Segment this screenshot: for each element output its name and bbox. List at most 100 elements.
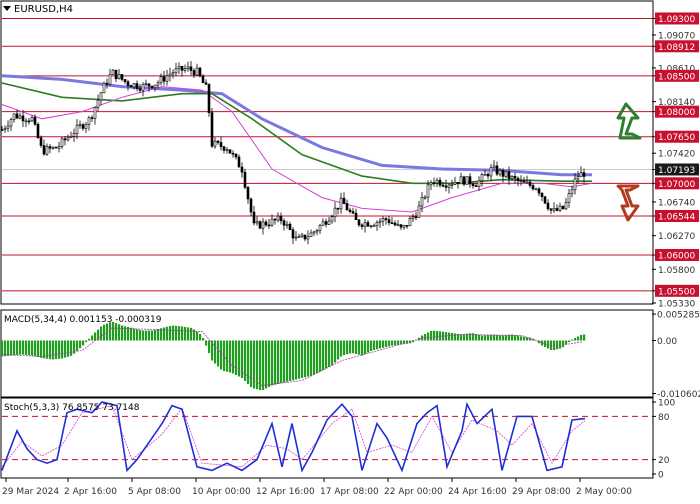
- candle-body: [480, 174, 484, 182]
- candle-body: [33, 117, 37, 125]
- price-tick-label: 1.09070: [658, 31, 695, 41]
- candle-body: [558, 205, 562, 211]
- macd-bar: [559, 340, 562, 349]
- macd-bar: [472, 333, 475, 341]
- level-price-badge: [655, 248, 699, 261]
- macd-bar: [208, 340, 211, 353]
- macd-bar: [484, 335, 487, 341]
- candle-body: [114, 69, 118, 79]
- macd-bar: [529, 337, 532, 341]
- macd-bar: [526, 337, 529, 341]
- macd-bar: [91, 335, 94, 341]
- candle-body: [339, 197, 343, 210]
- candle-body: [207, 84, 211, 113]
- macd-bar: [436, 331, 439, 341]
- candle-body: [297, 236, 301, 238]
- macd-bar: [316, 340, 319, 373]
- candle-body: [321, 221, 325, 226]
- candle-body: [45, 146, 49, 155]
- macd-bar: [511, 334, 514, 341]
- macd-bar: [241, 340, 244, 378]
- candle-body: [498, 169, 502, 175]
- macd-bar: [49, 340, 52, 360]
- candle-body: [252, 211, 256, 224]
- ma-mid-line: [1, 82, 592, 185]
- candle-body: [129, 85, 133, 88]
- candle-body: [126, 81, 130, 86]
- macd-bar: [136, 329, 139, 341]
- macd-bar: [172, 325, 175, 341]
- candle-body: [264, 221, 268, 226]
- candle-body: [312, 231, 316, 234]
- candle-body: [219, 142, 223, 148]
- macd-bar: [127, 327, 130, 341]
- candle-body: [543, 196, 547, 204]
- candle-body: [240, 166, 244, 173]
- candle-body: [93, 107, 97, 119]
- time-tick-label: 24 Apr 16:00: [448, 487, 507, 497]
- candle-body: [276, 215, 280, 221]
- macd-bar: [463, 334, 466, 341]
- macd-bar: [478, 334, 481, 341]
- candle-body: [246, 187, 250, 200]
- macd-bar: [10, 340, 13, 356]
- candle-body: [486, 173, 490, 177]
- macd-bar: [187, 327, 190, 341]
- candle-body: [561, 205, 565, 210]
- candle-body: [399, 224, 403, 228]
- candle-body: [117, 74, 121, 79]
- candle-body: [348, 209, 352, 212]
- time-tick-label: 22 Apr 00:00: [384, 487, 443, 497]
- level-price-badge: [655, 130, 699, 143]
- candle-body: [447, 184, 451, 188]
- candles: [0, 61, 586, 245]
- candle-body: [402, 224, 406, 228]
- level-price-label: 1.08000: [658, 108, 695, 118]
- candle-body: [333, 207, 337, 218]
- candle-body: [378, 220, 382, 223]
- macd-bar: [391, 340, 394, 346]
- level-price-badge: [655, 284, 699, 297]
- stoch-label: Stoch(5,3,3) 76.8575 73.7148: [4, 403, 140, 413]
- candle-body: [375, 221, 379, 226]
- candle-body: [501, 169, 505, 177]
- macd-bar: [496, 335, 499, 341]
- candle-body: [531, 185, 535, 190]
- candle-body: [84, 124, 88, 129]
- candle-body: [582, 172, 586, 177]
- macd-bar: [268, 340, 271, 387]
- candle-body: [201, 75, 205, 84]
- candle-body: [24, 120, 28, 123]
- macd-bar: [175, 325, 178, 341]
- macd-bar: [379, 340, 382, 349]
- macd-bar: [433, 330, 436, 341]
- time-tick-label: 12 Apr 16:00: [256, 487, 315, 497]
- candle-body: [429, 182, 433, 186]
- candle-body: [51, 146, 55, 149]
- candle-body: [510, 175, 514, 179]
- macd-bar: [73, 340, 76, 354]
- stoch-tick-label: 0: [658, 471, 664, 481]
- macd-bar: [244, 340, 247, 381]
- macd-bar: [235, 340, 238, 375]
- candle-body: [60, 138, 64, 147]
- candle-body: [48, 146, 52, 149]
- level-price-badge: [655, 105, 699, 118]
- macd-bar: [97, 329, 100, 341]
- macd-bar: [322, 340, 325, 370]
- macd-bar: [571, 339, 574, 341]
- level-price-label: 1.08500: [658, 72, 695, 82]
- macd-bar: [403, 340, 406, 345]
- price-tick-label: 1.06270: [658, 232, 695, 242]
- macd-bar: [460, 334, 463, 341]
- macd-bar: [220, 340, 223, 370]
- macd-bar: [577, 336, 580, 341]
- candle-body: [435, 179, 439, 184]
- macd-bar: [280, 340, 283, 384]
- candle-body: [162, 76, 166, 82]
- candle-body: [120, 74, 124, 80]
- candle-body: [390, 222, 394, 224]
- candle-body: [417, 205, 421, 218]
- candle-body: [564, 201, 568, 210]
